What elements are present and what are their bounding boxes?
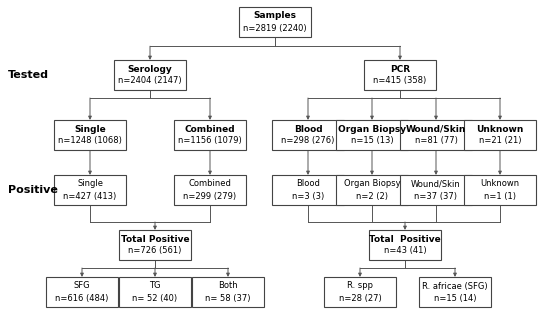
Bar [54,120,126,150]
Text: n=2819 (2240): n=2819 (2240) [243,24,307,33]
Text: Unknown: Unknown [481,180,520,188]
Text: Total Positive: Total Positive [120,235,189,243]
Text: Serology: Serology [128,64,172,73]
Text: Combined: Combined [189,180,232,188]
Text: n=616 (484): n=616 (484) [56,294,109,302]
Text: n=28 (27): n=28 (27) [339,294,381,302]
Text: Wound/Skin: Wound/Skin [411,180,461,188]
Text: Both: Both [218,281,238,290]
Text: Blood: Blood [294,124,322,133]
Text: n=15 (13): n=15 (13) [351,137,393,145]
Text: n=3 (3): n=3 (3) [292,192,324,201]
Bar [336,120,408,150]
Text: n=427 (413): n=427 (413) [63,192,117,201]
Bar [364,60,436,90]
Text: n=37 (37): n=37 (37) [415,192,458,201]
Bar [119,277,191,307]
Text: n=1248 (1068): n=1248 (1068) [58,137,122,145]
Bar [54,175,126,205]
Text: Single: Single [77,180,103,188]
Text: n= 58 (37): n= 58 (37) [205,294,251,302]
Bar [272,175,344,205]
Text: Organ Biopsy: Organ Biopsy [338,124,406,133]
Bar [464,120,536,150]
Bar [174,120,246,150]
Text: Samples: Samples [254,12,296,20]
Text: n=15 (14): n=15 (14) [434,294,476,302]
Bar [114,60,186,90]
Text: Blood: Blood [296,180,320,188]
Bar [119,230,191,260]
Bar [336,175,408,205]
Bar [400,175,472,205]
Text: n=726 (561): n=726 (561) [128,246,182,256]
Text: Single: Single [74,124,106,133]
Text: n=43 (41): n=43 (41) [384,246,426,256]
Text: Unknown: Unknown [476,124,524,133]
Text: n=81 (77): n=81 (77) [415,137,458,145]
Text: Tested: Tested [8,70,49,80]
Bar [272,120,344,150]
Text: Wound/Skin: Wound/Skin [406,124,466,133]
Text: n=2 (2): n=2 (2) [356,192,388,201]
Text: n= 52 (40): n= 52 (40) [133,294,178,302]
Bar [192,277,264,307]
Bar [324,277,396,307]
Text: n=298 (276): n=298 (276) [281,137,335,145]
Text: n=415 (358): n=415 (358) [373,77,427,85]
Text: SFG: SFG [74,281,90,290]
Text: n=21 (21): n=21 (21) [478,137,521,145]
Text: R. africae (SFG): R. africae (SFG) [422,281,488,290]
Text: n=299 (279): n=299 (279) [184,192,236,201]
Bar [46,277,118,307]
Bar [369,230,441,260]
Bar [174,175,246,205]
Text: n=1156 (1079): n=1156 (1079) [178,137,242,145]
Text: PCR: PCR [390,64,410,73]
Text: R. spp: R. spp [347,281,373,290]
Text: Combined: Combined [185,124,235,133]
Bar [419,277,491,307]
Text: TG: TG [149,281,161,290]
Text: n=1 (1): n=1 (1) [484,192,516,201]
Text: n=2404 (2147): n=2404 (2147) [118,77,182,85]
Bar [400,120,472,150]
Text: Organ Biopsy: Organ Biopsy [344,180,400,188]
Text: Total  Positive: Total Positive [369,235,441,243]
Text: Positive: Positive [8,185,58,195]
Bar [239,7,311,37]
Bar [464,175,536,205]
